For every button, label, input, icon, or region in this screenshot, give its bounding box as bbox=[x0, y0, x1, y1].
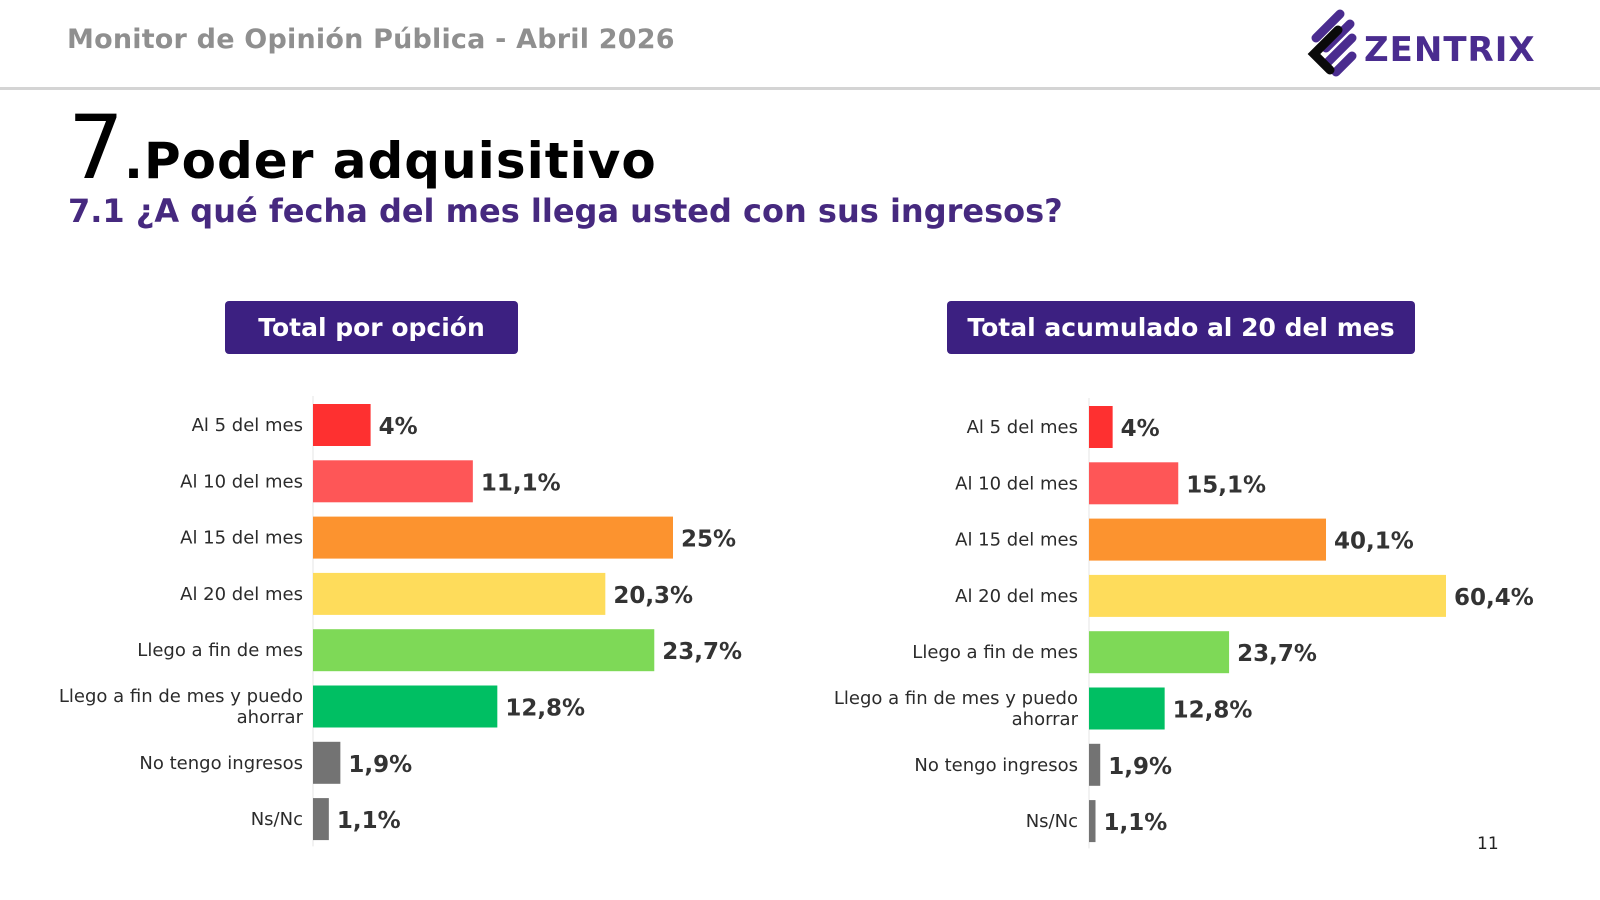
value-label: 23,7% bbox=[662, 639, 742, 665]
value-label: 60,4% bbox=[1454, 585, 1534, 611]
bar bbox=[1089, 574, 1446, 617]
category-label: Al 5 del mes bbox=[192, 415, 303, 436]
category-label: Al 5 del mes bbox=[967, 417, 1078, 438]
category-label: Ns/Nc bbox=[251, 809, 303, 830]
category-label: Al 10 del mes bbox=[180, 471, 303, 492]
category-label: No tengo ingresos bbox=[914, 755, 1078, 776]
category-label: Llego a fin de mes y puedo ahorrar bbox=[59, 686, 304, 728]
category-label: No tengo ingresos bbox=[139, 753, 303, 774]
section-title: 7.Poder adquisitivo bbox=[68, 96, 657, 199]
value-label: 20,3% bbox=[613, 583, 693, 609]
value-label: 40,1% bbox=[1334, 529, 1414, 555]
bar bbox=[1089, 631, 1230, 674]
bar bbox=[313, 741, 341, 784]
value-label: 1,9% bbox=[1108, 754, 1172, 780]
bar bbox=[1089, 518, 1327, 561]
bar bbox=[1089, 800, 1096, 843]
bar bbox=[1089, 743, 1101, 786]
category-label: Llego a fin de mes y puedo ahorrar bbox=[834, 688, 1079, 730]
chart-title-badge-left: Total por opción bbox=[225, 301, 518, 354]
question-text: 7.1 ¿A qué fecha del mes llega usted con… bbox=[68, 192, 1063, 230]
bar bbox=[313, 572, 606, 615]
bar bbox=[313, 798, 329, 841]
value-label: 23,7% bbox=[1237, 641, 1317, 667]
logo-text: ZENTRIX bbox=[1364, 30, 1536, 70]
zentrix-logo: ZENTRIX bbox=[1302, 8, 1562, 80]
section-name: .Poder adquisitivo bbox=[124, 132, 657, 190]
value-label: 1,1% bbox=[337, 808, 401, 834]
section-number: 7 bbox=[68, 96, 124, 199]
category-label: Ns/Nc bbox=[1026, 811, 1078, 832]
value-label: 12,8% bbox=[1173, 698, 1253, 724]
value-label: 4% bbox=[1121, 416, 1160, 442]
zentrix-logo-icon bbox=[1307, 9, 1357, 77]
category-label: Llego a fin de mes bbox=[912, 642, 1078, 663]
header-divider bbox=[0, 87, 1600, 90]
category-label: Al 20 del mes bbox=[955, 586, 1078, 607]
category-label: Al 20 del mes bbox=[180, 584, 303, 605]
bar bbox=[1089, 406, 1113, 448]
bar bbox=[313, 629, 655, 672]
value-label: 4% bbox=[379, 414, 418, 440]
value-label: 1,1% bbox=[1104, 810, 1168, 836]
header-title: Monitor de Opinión Pública - Abril 2026 bbox=[67, 24, 675, 55]
chart-title-badge-right: Total acumulado al 20 del mes bbox=[947, 301, 1415, 354]
bar bbox=[313, 404, 371, 446]
bar bbox=[1089, 462, 1179, 505]
bar-chart-total-por-opcion: Al 5 del mes 4% Al 10 del mes 11,1% Al 15 de… bbox=[59, 396, 742, 847]
page-number: 11 bbox=[1477, 834, 1499, 854]
category-label: Al 10 del mes bbox=[955, 473, 1078, 494]
category-label: Llego a fin de mes bbox=[137, 640, 303, 661]
value-label: 11,1% bbox=[481, 470, 561, 496]
bar bbox=[313, 516, 673, 559]
value-label: 15,1% bbox=[1186, 472, 1266, 498]
bar bbox=[313, 460, 473, 503]
bar bbox=[313, 685, 498, 728]
category-label: Al 15 del mes bbox=[180, 528, 303, 549]
value-label: 1,9% bbox=[348, 752, 412, 778]
bar bbox=[1089, 687, 1165, 730]
category-label: Al 15 del mes bbox=[955, 530, 1078, 551]
value-label: 12,8% bbox=[505, 696, 585, 722]
value-label: 25% bbox=[681, 527, 736, 553]
